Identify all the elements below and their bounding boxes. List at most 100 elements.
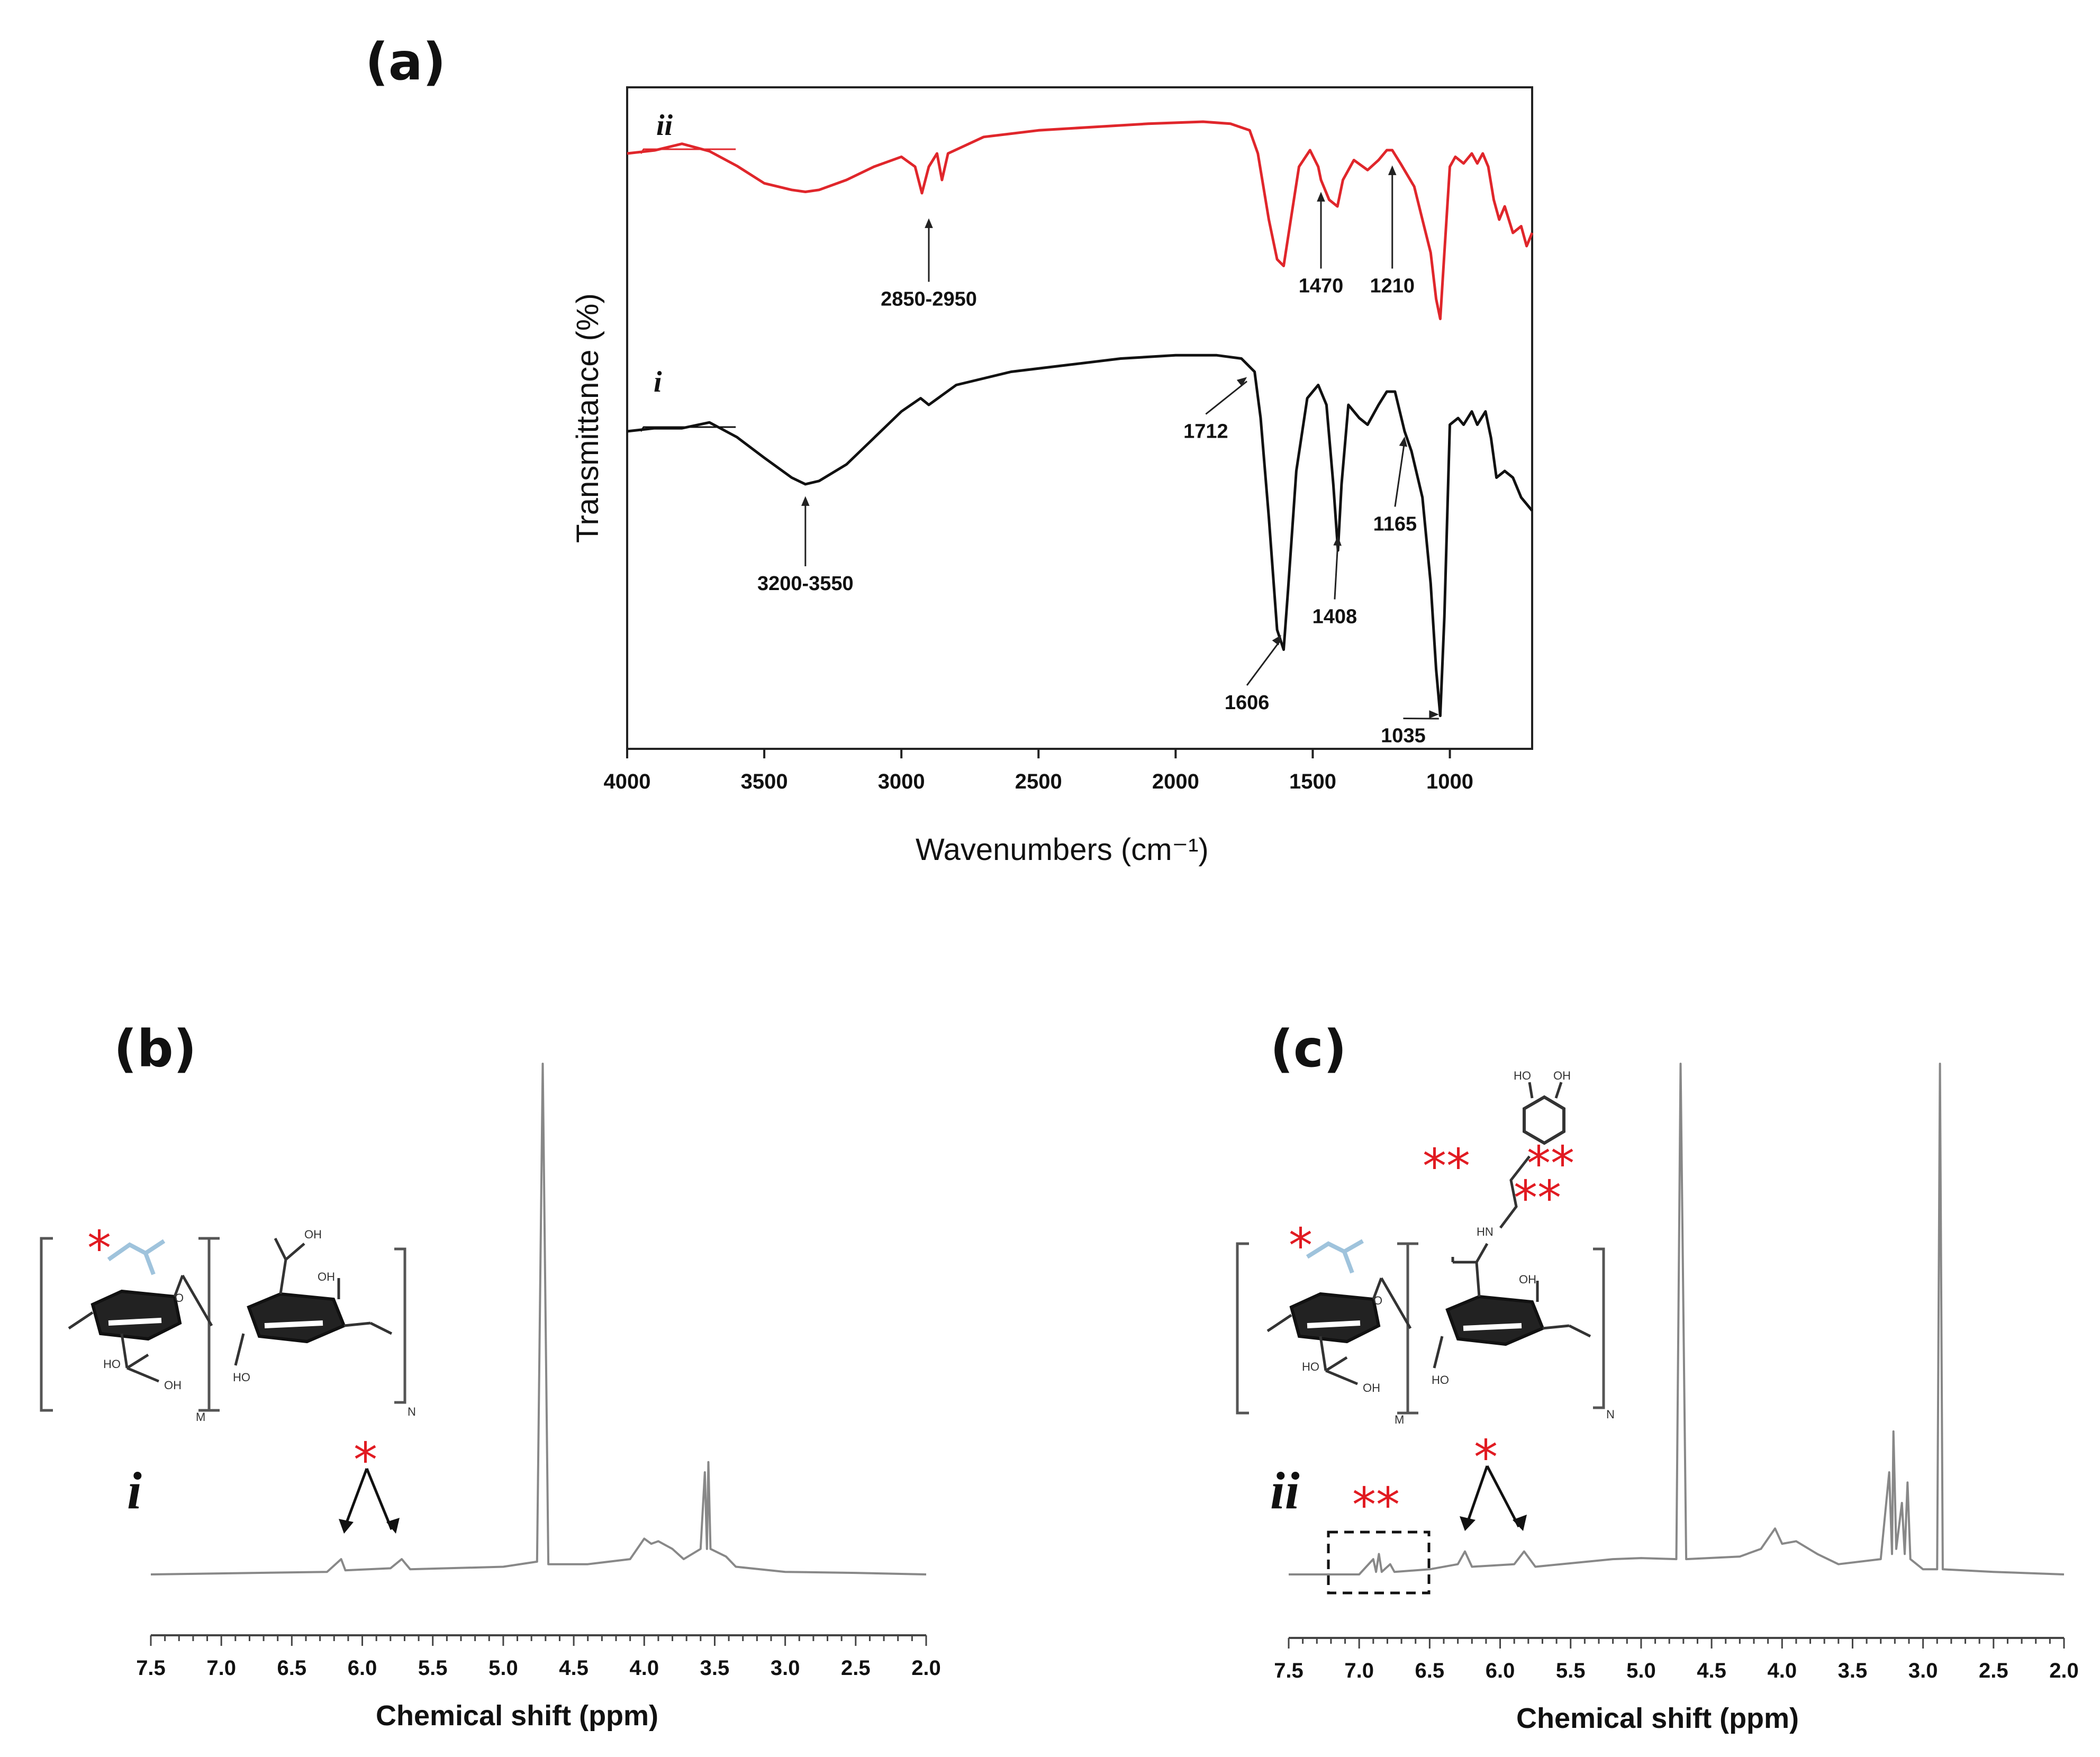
nmr-i-tick-label: 2.0 [911,1656,941,1680]
ftir-annotation-label: 1606 [1225,692,1270,714]
nmr-i-tick-label: 6.0 [348,1656,377,1680]
catechol-oh-label: OH [1553,1069,1571,1082]
ftir-x-ticks: 4000 3500 3000 2500 2000 1500 1000 [604,749,1473,793]
ftir-x-tick-label: 2500 [1015,770,1062,793]
ftir-chart: 4000 3500 3000 2500 2000 1500 1000 2850-2950 14… [571,86,1534,867]
nmr-ii-spectrum [1289,1063,2065,1575]
hyaluronate-dopamine-structure: * HO OH O M HN OH HO N HO OH ** ** ** [1236,1069,1615,1426]
nmr-i-tick-label: 3.5 [700,1656,730,1680]
ftir-annotation-label: 1470 [1299,275,1344,297]
ftir-noise-ii [640,148,736,154]
nmr-ii-catechol-marker: ** [1352,1478,1400,1533]
ftir-series [627,120,1534,717]
ho-label-b1: HO [103,1357,121,1371]
ring-b-bonds [68,1274,213,1383]
ftir-annotation-arrowhead [1429,710,1439,719]
nmr-i-tick-label: 4.0 [629,1656,659,1680]
catechol-ring [1523,1095,1565,1145]
nmr-ii-x-axis-label: Chemical shift (ppm) [1516,1702,1799,1734]
nmr-ii-arrowheads [1460,1515,1527,1531]
bracket-mid-c1 [1397,1242,1409,1415]
ftir-annotation-arrowhead [1236,377,1247,387]
catechol-marker-right-bottom: ** [1514,1171,1561,1226]
nmr-ii-tick-label: 3.0 [1908,1659,1938,1682]
ring-b-highlight [108,1318,162,1326]
ring-c-highlight [1307,1320,1361,1328]
ftir-annotation-arrowhead [1333,536,1342,546]
ftir-x-tick-label: 4000 [604,770,651,793]
ftir-series-label-i: i [654,366,662,399]
ftir-y-axis-label: Transmittance (%) [571,293,605,543]
ftir-annotation-label: 1210 [1370,275,1415,297]
ftir-x-tick-label: 1500 [1289,770,1336,793]
structure-b-star: * [87,1221,111,1276]
catechol-peak-box [1327,1530,1431,1595]
catechol-marker-right-top: ** [1527,1136,1574,1192]
ring-c2-bonds [1433,1243,1591,1369]
ftir-annotation-label: 2850-2950 [881,288,977,311]
nmr-i-tick-label: 5.5 [418,1656,448,1680]
ftir-annotation-arrowhead [1272,635,1281,646]
nmr-ii-x-axis: 7.5 7.0 6.5 6.0 5.5 5.0 4.5 4.0 3.5 3.0 2.5 2.0 [1274,1637,2079,1682]
oh-label-b1: OH [164,1379,182,1392]
hn-label-c: HN [1477,1225,1493,1238]
ftir-annotation-arrow [1394,440,1406,507]
nmr-i-chart: 7.5 7.0 6.5 6.0 5.5 5.0 4.5 4.0 3.5 3.0 2.5 2.0 i C… [127,1063,941,1732]
ftir-noise-i [640,426,736,432]
nmr-i-tick-label: 4.5 [559,1656,589,1680]
ftir-annotation-arrowhead [801,496,810,506]
bracket-right-b [394,1247,406,1404]
hyaluronate-methacrylate-structure: * HO OH O M OH OH HO N [40,1221,416,1424]
nmr-i-tick-label: 5.0 [488,1656,518,1680]
oh-label-b2: OH [304,1228,322,1241]
methacrylate-group-c [1306,1239,1364,1274]
oh-label-b3: OH [318,1270,335,1283]
ftir-x-axis-label: Wavenumbers (cm⁻¹) [916,832,1209,867]
methacrylate-group-b [107,1239,166,1275]
nmr-i-tick-label: 3.0 [771,1656,800,1680]
ftir-x-tick-label: 3500 [741,770,788,793]
nmr-ii-tick-label: 2.0 [2049,1659,2079,1682]
catechol-oh-bonds [1528,1082,1563,1099]
ftir-x-tick-label: 3000 [878,770,925,793]
glucuronic-ring-c [1289,1292,1381,1344]
ftir-annotation-arrowhead [925,218,933,228]
ring-c2-highlight [1463,1323,1522,1331]
ftir-annotation-arrowhead [1399,437,1408,447]
nmr-ii-series-label: ii [1270,1461,1300,1520]
ftir-series-label-ii: ii [656,109,673,142]
panel-b-label: (b) [114,1019,196,1079]
ftir-plot-frame [626,86,1533,750]
nmr-ii-tick-label: 4.5 [1697,1659,1726,1682]
ftir-annotation-label: 1408 [1312,606,1357,628]
nmr-ii-tick-label: 7.0 [1344,1659,1374,1682]
panel-a-label: (a) [365,32,446,92]
bracket-mid-c2 [1408,1242,1418,1415]
ftir-annotation-label: 1165 [1373,513,1417,536]
ethyl-linker [1499,1155,1531,1229]
nmr-ii-tick-label: 4.0 [1767,1659,1797,1682]
ftir-annotation-label: 1712 [1183,421,1228,443]
nmr-i-tick-label: 2.5 [841,1656,871,1680]
ho-label-c1: HO [1302,1360,1319,1373]
oh-label-c2: OH [1519,1273,1536,1286]
nmr-ii-tick-label: 7.5 [1274,1659,1304,1682]
nmr-i-x-axis: 7.5 7.0 6.5 6.0 5.5 5.0 4.5 4.0 3.5 3.0 2.5 2.0 [136,1634,941,1680]
nmr-ii-tick-label: 6.0 [1486,1659,1515,1682]
ring-b2-highlight [264,1320,323,1328]
m-label-c: M [1395,1413,1404,1426]
n-label-c: N [1606,1408,1615,1421]
nmr-i-tick-label: 7.0 [206,1656,236,1680]
o-label-c1: O [1373,1294,1382,1307]
nmr-ii-tick-label: 5.5 [1556,1659,1586,1682]
nmr-i-x-axis-label: Chemical shift (ppm) [376,1700,658,1732]
glucosamine-ring-c [1445,1294,1545,1346]
ring-b2-bonds [234,1237,393,1366]
ftir-x-tick-label: 2000 [1152,770,1199,793]
nmr-ii-series [1289,1063,2065,1575]
ftir-annotation-arrow [1246,639,1282,686]
ftir-annotation-arrowhead [1317,192,1325,202]
glucuronic-ring-b [90,1289,182,1341]
ftir-annotation-arrow [1205,381,1248,415]
